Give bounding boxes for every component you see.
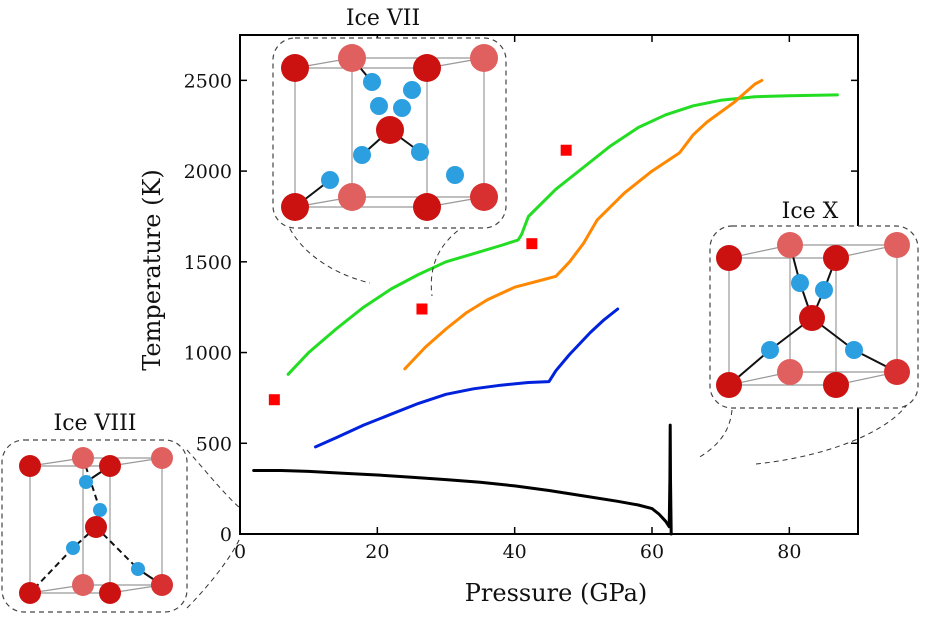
ice8-leader-bottom bbox=[186, 537, 241, 609]
series-line-1 bbox=[403, 78, 764, 371]
y-axis-title: Temperature (K) bbox=[138, 169, 166, 371]
y-tick-label: 1500 bbox=[184, 252, 232, 274]
marker-layer bbox=[268, 144, 572, 406]
series-line-0 bbox=[286, 93, 839, 376]
ice7-inset bbox=[272, 37, 507, 229]
ice8-inset bbox=[1, 439, 188, 613]
ice8-label: Ice VIII bbox=[54, 411, 137, 436]
y-tick-label: 2000 bbox=[184, 161, 232, 183]
ice10-leader-left bbox=[697, 409, 733, 459]
y-tick-label: 500 bbox=[196, 433, 232, 455]
y-tick-label: 1000 bbox=[184, 343, 232, 365]
ice8-leader-top bbox=[186, 449, 241, 509]
ice10-label: Ice X bbox=[782, 199, 839, 224]
data-point-marker bbox=[526, 238, 538, 250]
series-line-2 bbox=[314, 307, 620, 449]
series-line-3 bbox=[252, 423, 673, 536]
x-axis-title: Pressure (GPa) bbox=[465, 579, 648, 607]
data-point-marker bbox=[560, 144, 572, 156]
ice10-inset bbox=[709, 225, 919, 409]
x-tick-label: 20 bbox=[365, 541, 389, 563]
y-tick-label: 0 bbox=[220, 524, 232, 546]
x-tick-label: 60 bbox=[640, 541, 664, 563]
data-point-marker bbox=[268, 394, 280, 406]
x-tick-label: 40 bbox=[503, 541, 527, 563]
ice7-label: Ice VII bbox=[346, 6, 420, 31]
data-point-marker bbox=[416, 303, 428, 315]
x-tick-label: 0 bbox=[234, 541, 246, 563]
y-tick-label: 2500 bbox=[184, 70, 232, 92]
x-tick-label: 80 bbox=[777, 541, 801, 563]
axis-ticks: 0 20 40 60 80 0 500 1000 1500 2000 2500 bbox=[184, 35, 858, 563]
series-layer bbox=[252, 78, 839, 536]
